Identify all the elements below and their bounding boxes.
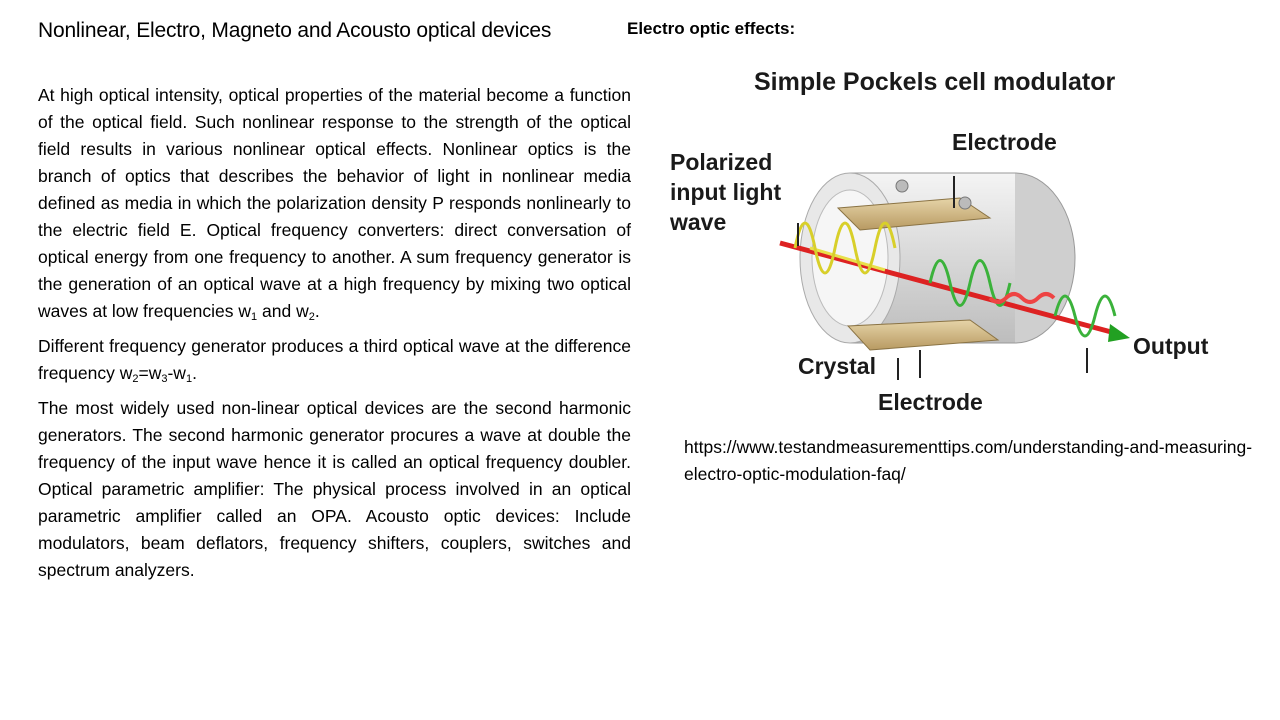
- label-input-line1: Polarized: [670, 149, 772, 175]
- label-electrode-bottom: Electrode: [878, 389, 983, 415]
- top-electrode: [836, 179, 992, 231]
- paragraph-nonlinear-optics: At high optical intensity, optical prope…: [38, 85, 631, 323]
- bottom-electrode: [846, 319, 1000, 351]
- figure-title: Simple Pockels cell modulator: [754, 68, 1116, 96]
- pockels-cell-figure: Simple Pockels cell modulator: [660, 58, 1240, 420]
- body-text: At high optical intensity, optical prope…: [38, 82, 631, 592]
- source-url: https://www.testandmeasurementtips.com/u…: [684, 437, 1253, 484]
- slide-title: Nonlinear, Electro, Magneto and Acousto …: [38, 19, 552, 42]
- section-heading: Electro optic effects:: [627, 19, 796, 38]
- label-input-line3: wave: [669, 209, 726, 235]
- paragraph-difference-frequency: Different frequency generator produces a…: [38, 336, 631, 385]
- paragraph-harmonic-generators: The most widely used non-linear optical …: [38, 398, 631, 580]
- label-input-line2: input light: [670, 179, 781, 205]
- light-beam: [779, 221, 1130, 342]
- label-output: Output: [1133, 333, 1209, 359]
- label-crystal: Crystal: [798, 353, 876, 379]
- label-electrode-top: Electrode: [952, 129, 1057, 155]
